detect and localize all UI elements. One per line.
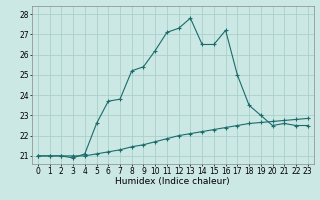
- X-axis label: Humidex (Indice chaleur): Humidex (Indice chaleur): [116, 177, 230, 186]
